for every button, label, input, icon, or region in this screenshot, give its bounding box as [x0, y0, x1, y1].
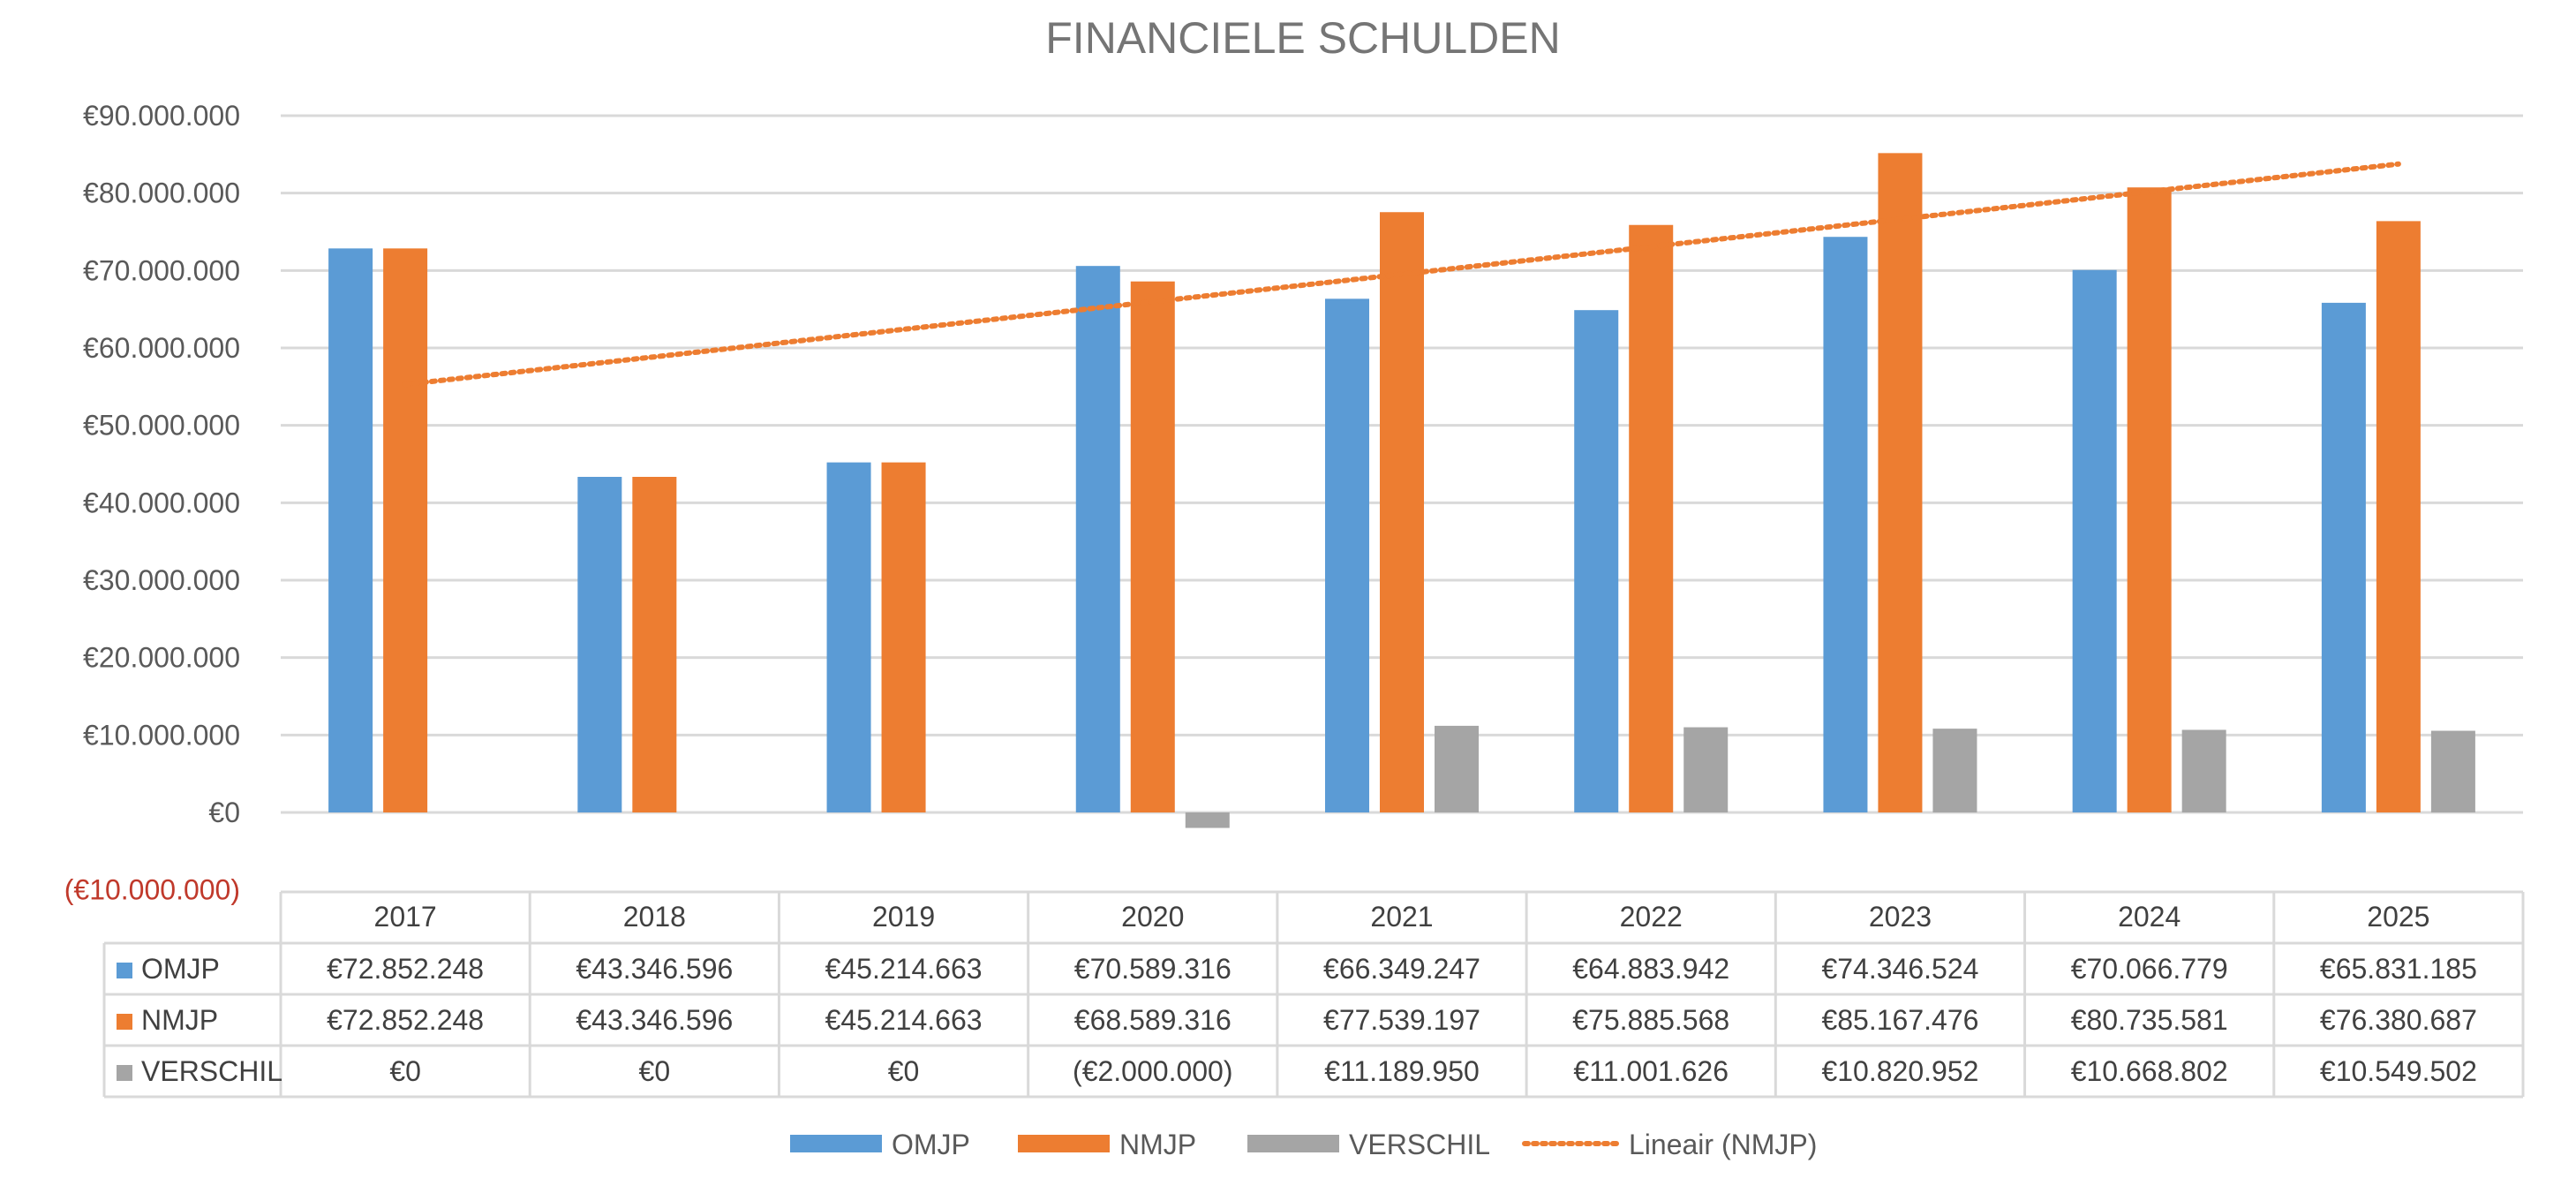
table-cell: €11.189.950 [1324, 1055, 1480, 1087]
table-legend-key [117, 963, 132, 978]
bar-omjp-2025 [2321, 302, 2366, 812]
table-cell: €76.380.687 [2320, 1004, 2477, 1036]
y-tick-label: €20.000.000 [83, 642, 240, 674]
legend-swatch [1247, 1135, 1339, 1152]
table-cell: €72.852.248 [327, 953, 484, 985]
table-legend-key [117, 1065, 132, 1081]
bars [328, 153, 2475, 828]
bar-nmjp-2024 [2127, 187, 2172, 812]
table-cell: €66.349.247 [1323, 953, 1480, 985]
legend-label: OMJP [892, 1129, 970, 1160]
table-header-year: 2025 [2367, 901, 2429, 933]
trendline-nmjp [403, 161, 2401, 388]
table-cell: €65.831.185 [2320, 953, 2477, 985]
data-table: 2017 2018 2019 2020 2021 2022 2023 2024 2025 OMJP… [102, 890, 2525, 1099]
bar-omjp-2023 [1823, 237, 1868, 812]
table-cell: €0 [389, 1055, 421, 1087]
bar-omjp-2017 [328, 248, 373, 812]
bar-verschil-2022 [1683, 727, 1729, 812]
table-header-year: 2019 [872, 901, 935, 933]
bar-omjp-2024 [2072, 269, 2117, 812]
table-legend-key [117, 1014, 132, 1030]
chart-title: FINANCIELE SCHULDEN [1045, 13, 1560, 63]
table-cell: €45.214.663 [825, 953, 983, 985]
bar-omjp-2021 [1325, 298, 1369, 812]
table-cell: €70.066.779 [2071, 953, 2228, 985]
table-cell: €80.735.581 [2071, 1004, 2228, 1036]
table-header-year: 2024 [2118, 901, 2181, 933]
table-cell: €10.668.802 [2071, 1055, 2228, 1087]
table-cell: €10.820.952 [1821, 1055, 1978, 1087]
bar-omjp-2022 [1574, 310, 1619, 813]
table-cell: €11.001.626 [1573, 1055, 1729, 1087]
table-header-year: 2018 [623, 901, 686, 933]
table-cell: €74.346.524 [1821, 953, 1978, 985]
table-cell: €0 [639, 1055, 671, 1087]
table-header-year: 2021 [1370, 901, 1433, 933]
table-cell: €45.214.663 [825, 1004, 983, 1036]
bar-nmjp-2023 [1878, 153, 1923, 813]
legend-label: NMJP [1119, 1129, 1196, 1160]
y-tick-label: €30.000.000 [83, 564, 240, 596]
bar-verschil-2023 [1932, 729, 1977, 812]
table-cell: €77.539.197 [1323, 1004, 1480, 1036]
table-cell: €10.549.502 [2320, 1055, 2477, 1087]
bar-omjp-2020 [1075, 266, 1120, 812]
table-cell: €72.852.248 [327, 1004, 484, 1036]
bar-verschil-2021 [1435, 725, 1479, 812]
table-header-year: 2017 [374, 901, 437, 933]
bar-nmjp-2025 [2376, 221, 2421, 812]
table-cell: (€2.000.000) [1073, 1055, 1232, 1087]
bar-nmjp-2021 [1380, 212, 1424, 813]
bar-nmjp-2022 [1629, 224, 1674, 813]
bar-verschil-2025 [2430, 730, 2475, 812]
table-cell: €75.885.568 [1572, 1004, 1729, 1036]
bar-nmjp-2019 [881, 462, 926, 812]
y-tick-label: €40.000.000 [83, 487, 240, 518]
bar-verschil-2020 [1185, 812, 1230, 828]
table-header-year: 2022 [1620, 901, 1683, 933]
table-row-label: NMJP [141, 1004, 218, 1036]
legend-swatch [1018, 1135, 1110, 1152]
y-tick-label: (€10.000.000) [64, 874, 240, 906]
bar-nmjp-2017 [383, 248, 428, 812]
bar-verschil-2024 [2181, 729, 2226, 812]
legend-swatch [790, 1135, 882, 1152]
table-cell: €43.346.596 [576, 953, 733, 985]
table-cell: €70.589.316 [1074, 953, 1232, 985]
bar-omjp-2019 [826, 462, 871, 812]
bar-nmjp-2018 [632, 476, 677, 812]
bar-nmjp-2020 [1130, 281, 1175, 812]
y-tick-label: €70.000.000 [83, 254, 240, 286]
table-cell: €0 [888, 1055, 920, 1087]
y-tick-label: €90.000.000 [83, 100, 240, 132]
table-row-label: OMJP [141, 953, 220, 985]
y-tick-label: €50.000.000 [83, 410, 240, 442]
bar-omjp-2018 [577, 476, 622, 812]
trendline [403, 161, 2401, 388]
table-cell: €68.589.316 [1074, 1004, 1232, 1036]
y-axis: €90.000.000 €80.000.000 €70.000.000 €60.000… [64, 100, 240, 906]
legend: OMJP NMJP VERSCHIL Lineair (NMJP) [790, 1129, 1817, 1160]
table-header-year: 2023 [1869, 901, 1932, 933]
legend-label: Lineair (NMJP) [1629, 1129, 1817, 1160]
table-cell: €64.883.942 [1572, 953, 1729, 985]
table-cell: €85.167.476 [1821, 1004, 1978, 1036]
y-tick-label: €0 [208, 797, 240, 828]
table-cell: €43.346.596 [576, 1004, 733, 1036]
y-tick-label: €80.000.000 [83, 178, 240, 209]
table-header-year: 2020 [1121, 901, 1184, 933]
legend-label: VERSCHIL [1349, 1129, 1490, 1160]
y-tick-label: €60.000.000 [83, 332, 240, 364]
y-tick-label: €10.000.000 [83, 719, 240, 751]
table-row-label: VERSCHIL [141, 1055, 282, 1087]
